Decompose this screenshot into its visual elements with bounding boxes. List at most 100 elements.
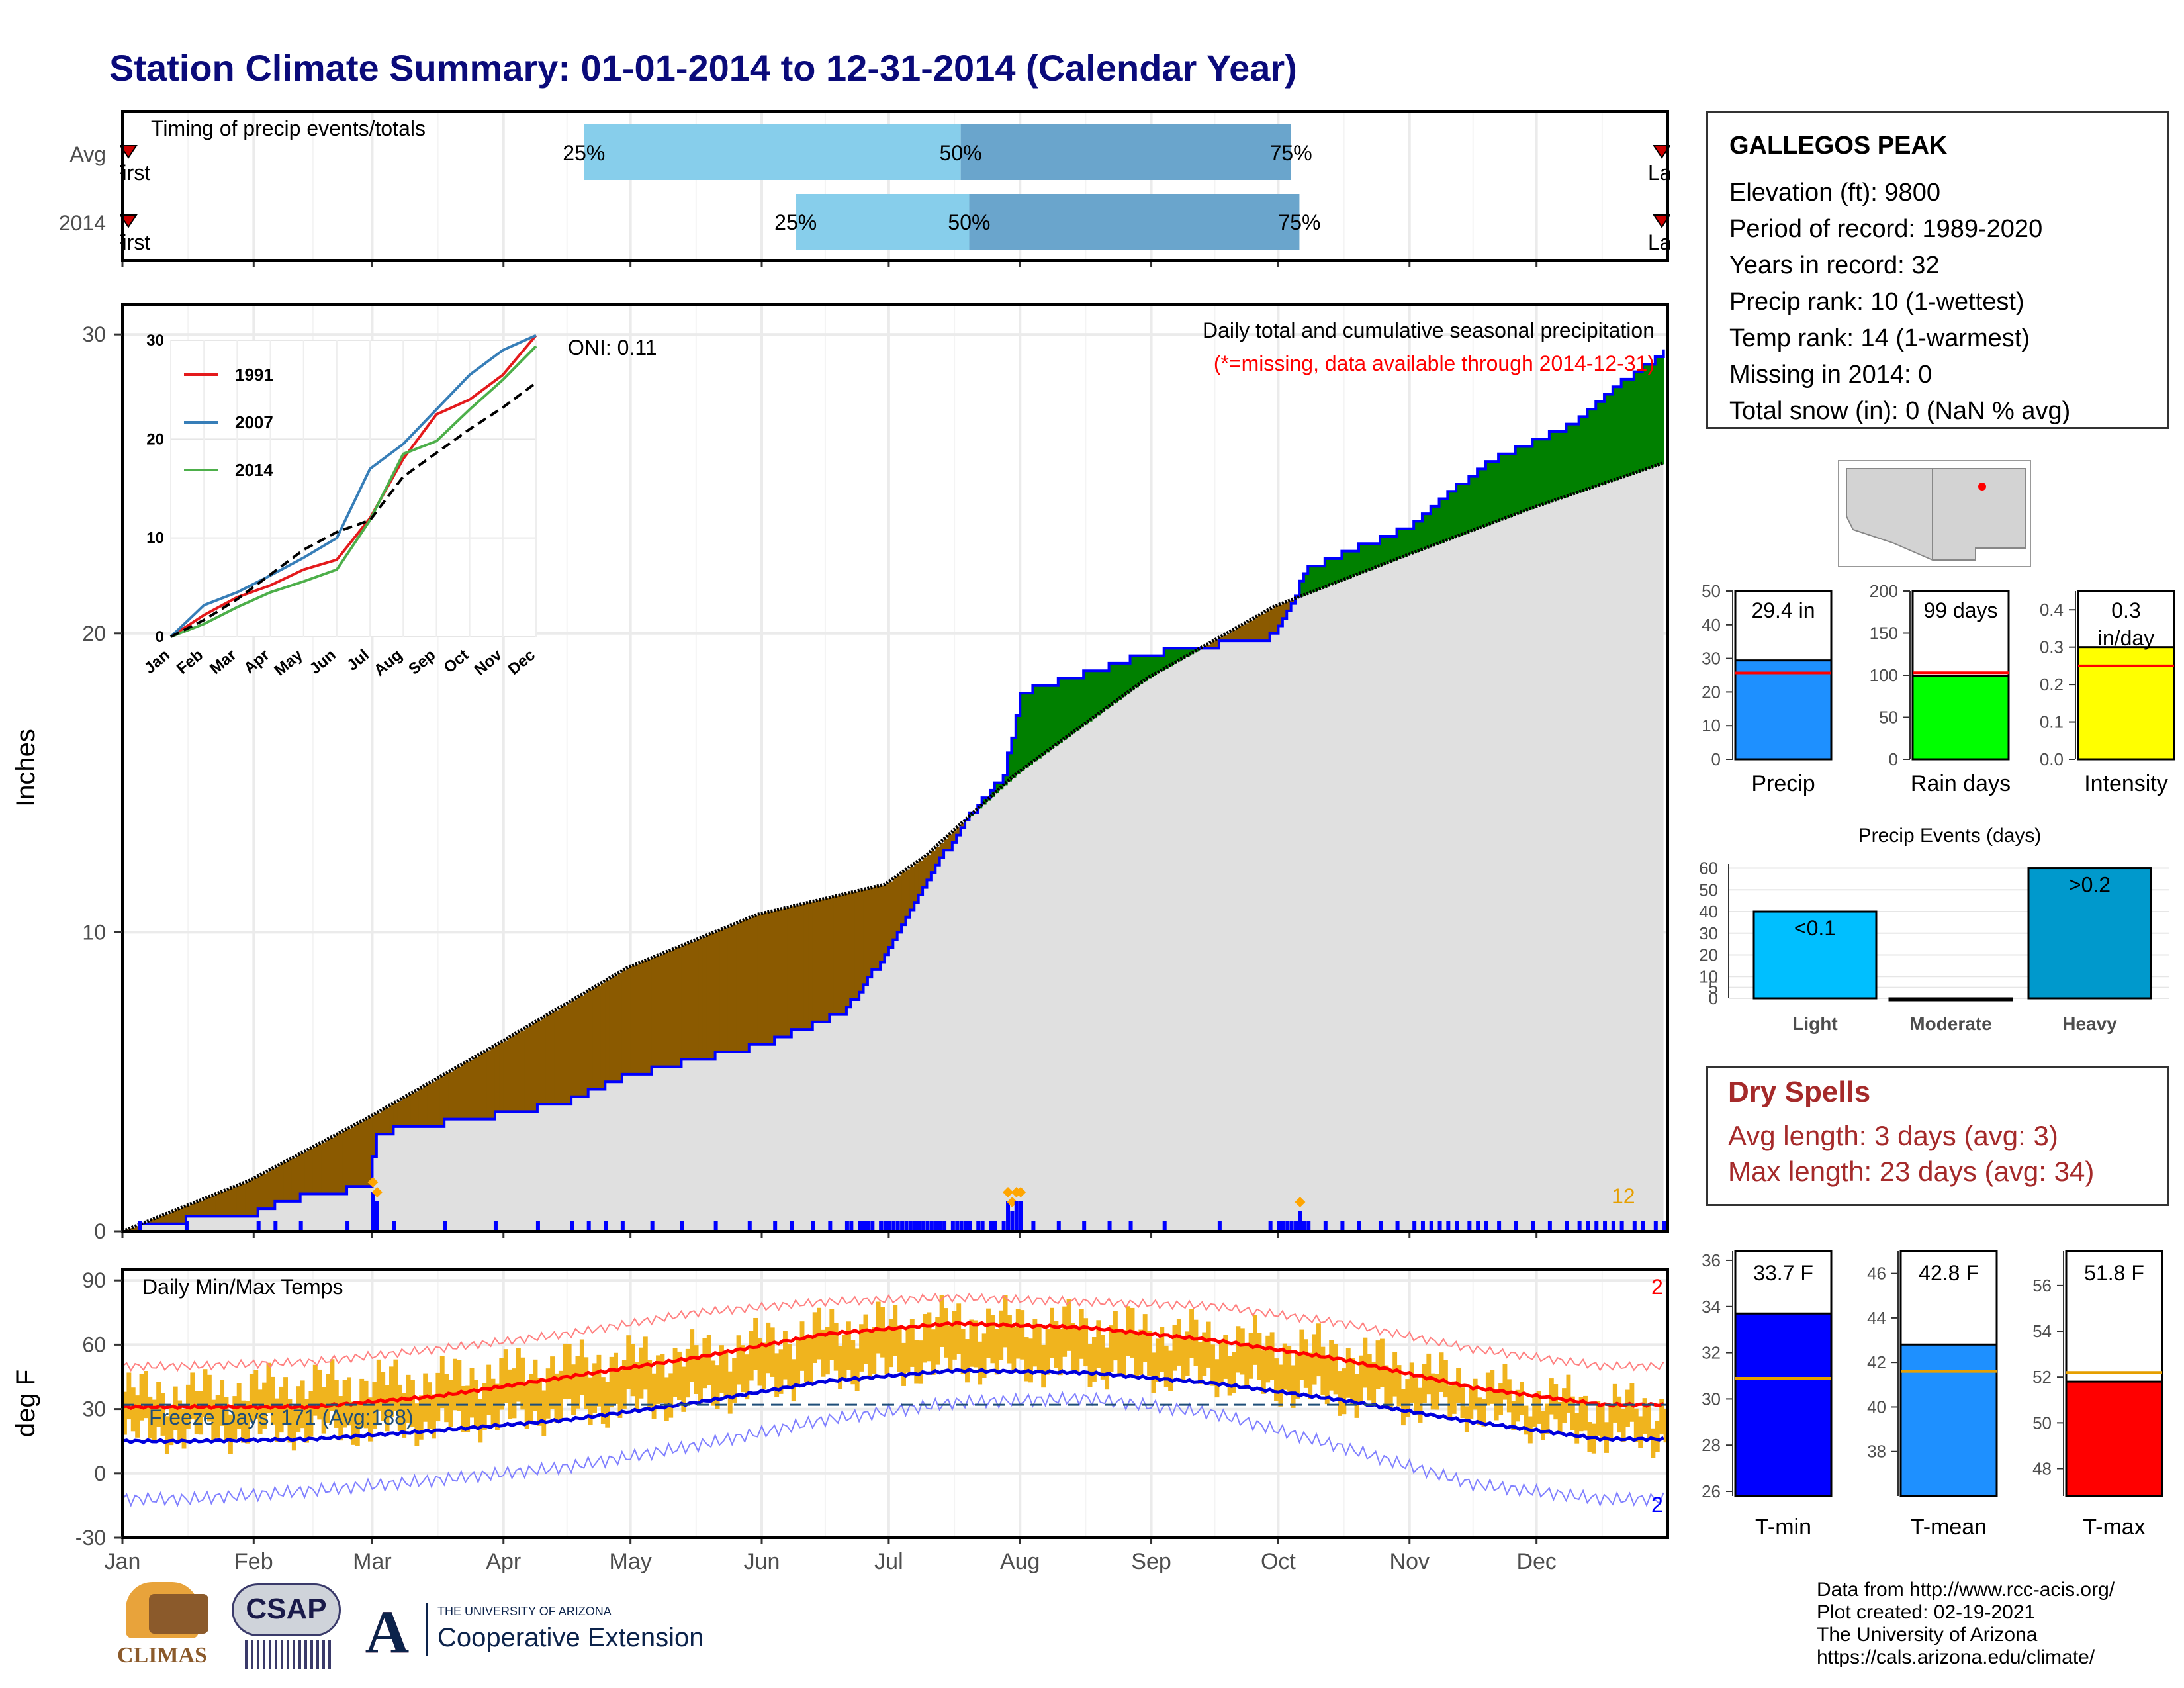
below-avg-fill [296,1155,301,1201]
below-avg-fill [702,937,707,1060]
daily-temp-bar [524,1382,529,1429]
daily-temp-bar [1651,1428,1656,1458]
last-event-marker [1653,145,1671,159]
above-avg-fill [1515,446,1520,514]
daily-temp-bar [986,1308,991,1358]
below-avg-fill [719,929,725,1053]
below-avg-fill [749,917,754,1045]
csap-logo[interactable]: CSAP [232,1583,347,1676]
month-label: Oct [1261,1549,1296,1574]
below-avg-fill [461,1064,466,1119]
daily-temp-bar [1236,1326,1241,1373]
daily-temp-bar [1227,1356,1232,1396]
below-avg-fill [1274,606,1279,633]
below-avg-fill [1244,623,1250,641]
daily-precip-bar [1006,1201,1011,1231]
above-avg-fill [1490,461,1495,524]
daily-temp-bar [317,1369,322,1420]
below-avg-fill [817,900,822,1022]
below-avg-fill [901,872,907,925]
daily-precip-bar [1289,1221,1294,1231]
daily-temp-bar [1663,1409,1668,1443]
daily-temp-bar [715,1365,720,1409]
temp-summary-label: T-min [1755,1515,1811,1540]
daily-precip-bar [1378,1221,1383,1231]
temp-summary-y-tick-label: 26 [1702,1481,1721,1501]
daily-temp-bar [1197,1342,1203,1384]
daily-temp-bar [312,1364,318,1416]
temp-summary-value [2065,1380,2163,1497]
station-line: Elevation (ft): 9800 [1729,179,1940,207]
daily-temp-bar [1248,1333,1253,1379]
daily-temp-bar [1608,1406,1614,1440]
daily-precip-bar [887,1221,891,1231]
climas-logo[interactable]: CLIMAS [109,1582,215,1675]
summary-y-tick-label: 0.2 [2040,675,2064,694]
daily-temp-bar [1075,1327,1080,1374]
daily-precip-bar [1603,1221,1608,1231]
below-avg-fill [584,993,589,1097]
daily-precip-bar [680,1221,684,1231]
daily-temp-bar [414,1403,420,1446]
daily-temp-bar [494,1383,500,1430]
below-avg-fill [439,1076,445,1127]
heavy-event-marker [371,1187,383,1197]
below-avg-fill [1236,628,1241,641]
events-y-tick-label: 10 [1699,966,1718,986]
daily-temp-bar [1176,1319,1181,1366]
above-avg-fill [1045,685,1050,753]
above-avg-fill [1316,566,1322,590]
first-event-marker [119,214,138,228]
record-high-count: 2 [1651,1275,1663,1299]
daily-temp-bar [1375,1340,1381,1389]
above-avg-fill [1443,498,1448,541]
daily-temp-bar [880,1307,886,1358]
above-avg-fill [1303,573,1308,595]
daily-precip-bar [917,1221,921,1231]
station-line: Total snow (in): 0 (NaN % avg) [1729,397,2071,425]
daily-temp-bar [1511,1401,1516,1430]
daily-temp-bar [842,1335,847,1381]
daily-temp-bar [1354,1374,1359,1418]
below-avg-fill [342,1131,347,1194]
below-avg-fill [732,925,737,1053]
daily-temp-bar [651,1373,657,1419]
temp-summary-value-label: 42.8 F [1919,1261,1979,1285]
daily-temp-bar [1100,1335,1105,1380]
daily-temp-bar [702,1338,707,1389]
daily-temp-bar [368,1397,373,1442]
daily-precip-bar [1217,1221,1222,1231]
daily-temp-bar [931,1329,936,1375]
daily-temp-bar [432,1394,436,1439]
above-avg-fill [1502,453,1508,519]
daily-temp-bar [376,1359,381,1411]
ua-logo[interactable]: A THE UNIVERSITY OF ARIZONA Cooperative … [365,1598,704,1665]
daily-precip-bar [1662,1221,1666,1231]
daily-temp-bar [148,1396,153,1439]
daily-temp-bar [1117,1328,1122,1375]
page-title: Station Climate Summary: 01-01-2014 to 1… [109,47,1297,89]
below-avg-fill [444,1074,449,1119]
below-avg-fill [681,945,686,1060]
temp-summary-y-tick-label: 56 [2032,1276,2052,1295]
daily-temp-bar [199,1391,204,1435]
daily-temp-bar [300,1380,305,1429]
daily-temp-bar [1282,1343,1287,1390]
daily-temp-bar [478,1399,483,1443]
temp-summary-bars: 26 28 30 32 34 36 33.7 F T-min 38 40 42 44 46 42.8 F T… [1702,1250,2163,1540]
daily-temp-bar [1477,1397,1482,1425]
daily-temp-bar [1617,1396,1622,1433]
above-avg-fill [1168,648,1173,667]
daily-precip-bar [1014,1201,1019,1231]
above-avg-fill [1574,424,1580,494]
below-avg-fill [600,983,606,1090]
daily-temp-bar [1536,1391,1541,1424]
heavy-event-marker [1015,1187,1026,1197]
above-avg-fill [1032,685,1038,762]
daily-temp-bar [291,1409,296,1451]
daily-temp-bar [347,1377,351,1426]
daily-precip-bar [773,1221,778,1231]
below-avg-fill [842,894,847,1015]
summary-y-tick-label: 20 [1702,682,1721,702]
